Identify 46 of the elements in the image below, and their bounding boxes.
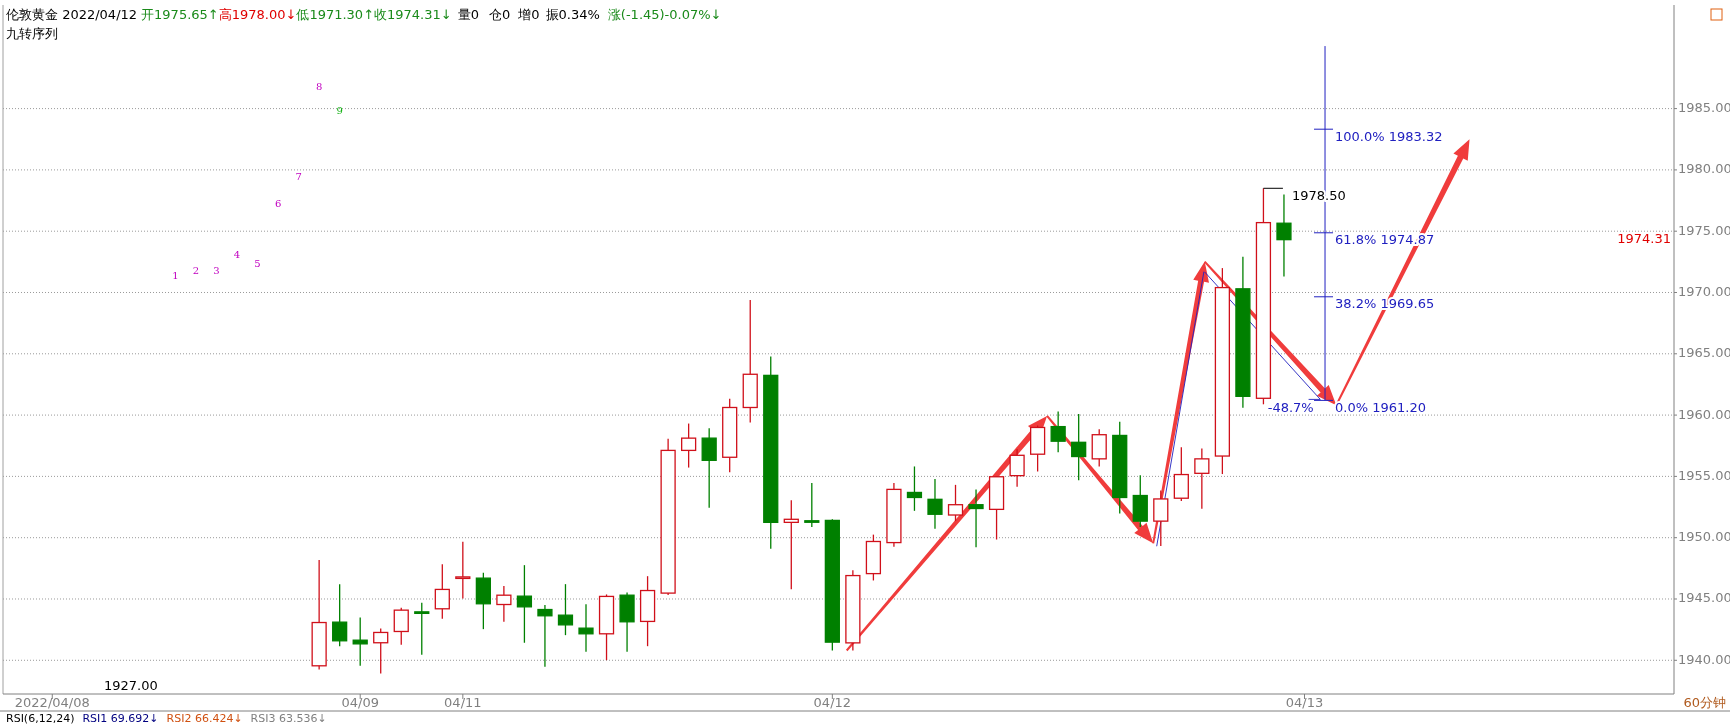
text: RSI3 63.536↓ [250, 712, 327, 724]
annotation: 量0 [457, 7, 479, 22]
annotation: 高1978.00↓ [218, 7, 297, 22]
y-tick-label: 1970.00 [1678, 283, 1730, 299]
text: RSI1 69.692↓ [82, 712, 159, 724]
annotation: 9 [336, 104, 343, 116]
annotation: 仓0 [488, 7, 511, 22]
y-tick-label: 1975.00 [1678, 222, 1730, 238]
annotation: 3 [213, 265, 220, 277]
y-tick-label: 1950.00 [1678, 529, 1730, 545]
text: 九转序列 [6, 26, 58, 41]
annotation: 6 [274, 197, 282, 209]
y-tick-label: 1960.00 [1678, 406, 1730, 422]
y-tick-label: 1980.00 [1678, 161, 1730, 177]
annotation: 振0.34% [545, 7, 600, 22]
text: RSI(6,12,24) [6, 712, 75, 724]
annotation: 1 [172, 270, 179, 282]
y-tick-label: 1985.00 [1678, 100, 1730, 116]
annotation: 收1974.31↓ [374, 7, 452, 22]
y-tick-label: 1945.00 [1678, 590, 1730, 606]
y-tick-label: 1955.00 [1678, 467, 1730, 483]
annotation: 低1971.30↑ [296, 7, 375, 22]
ref-line-label: 100.0% 1983.32 [1335, 128, 1443, 144]
annotation: 1978.50 [1291, 187, 1346, 203]
annotation: 2 [192, 265, 200, 277]
y-tick-label: 1965.00 [1678, 345, 1730, 361]
annotation: 涨(-1.45)-0.07%↓ [607, 7, 722, 22]
x-tick-label: 2022/04/08 [14, 695, 90, 710]
text: RSI2 66.424↓ [166, 712, 243, 724]
annotation: 8 [315, 81, 323, 93]
ref-line-label: 0.0% 1961.20 [1335, 399, 1426, 415]
annotation: 5 [254, 257, 261, 269]
annotation: 1927.00 [104, 678, 158, 693]
chart-title: 伦敦黄金 2022/04/12 [6, 7, 138, 22]
y-tick-label: 1940.00 [1678, 651, 1730, 667]
annotation: 1974.31 [1617, 231, 1671, 247]
x-tick-label: 04/12 [813, 695, 852, 710]
x-tick-label: 04/13 [1285, 695, 1324, 710]
x-tick-label: 04/09 [341, 695, 379, 710]
annotation: 开1975.65↑ [141, 7, 219, 22]
annotation: -48.7% [1267, 399, 1314, 415]
x-tick-label: 04/11 [444, 695, 482, 710]
annotation: 7 [295, 170, 302, 182]
annotation: 4 [233, 249, 241, 261]
annotation: 增0 [517, 7, 540, 22]
text: 60分钟 [1683, 695, 1726, 710]
